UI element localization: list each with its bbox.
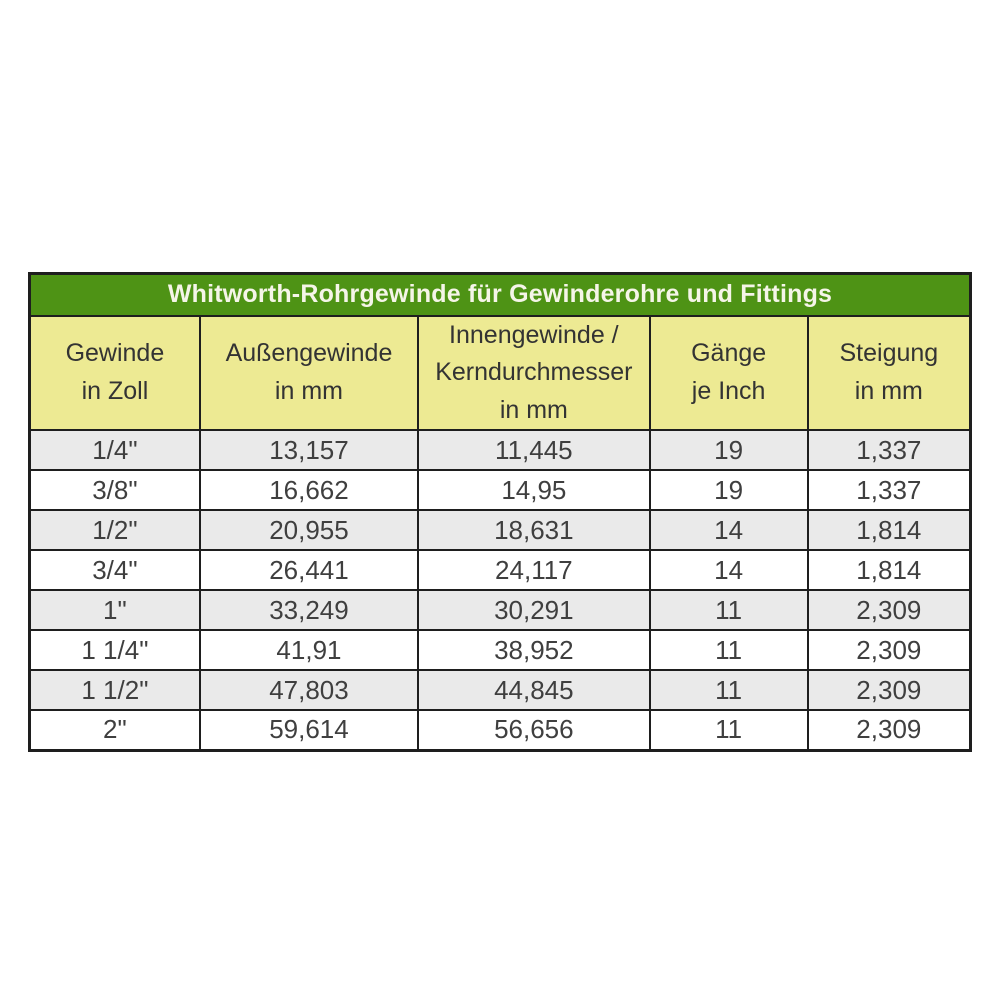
table-cell: 3/4" (28, 549, 201, 591)
table-cell: 1,337 (806, 469, 972, 511)
table-cell: 1 1/2" (28, 669, 201, 711)
table-cell: 2,309 (806, 629, 972, 671)
table-cell: 2,309 (806, 669, 972, 711)
table-header-row: Gewinde in Zoll Außengewinde in mm Innen… (28, 314, 972, 431)
table-cell: 38,952 (417, 629, 651, 671)
table-row: 1 1/2" 47,803 44,845 11 2,309 (28, 669, 972, 711)
table-cell: 1,814 (806, 549, 972, 591)
table-row: 3/4" 26,441 24,117 14 1,814 (28, 549, 972, 591)
table-cell: 44,845 (417, 669, 651, 711)
table-cell: 1 1/4" (28, 629, 201, 671)
table-cell: 24,117 (417, 549, 651, 591)
table-cell: 33,249 (198, 589, 420, 631)
table-cell: 20,955 (198, 509, 420, 551)
table-cell: 30,291 (417, 589, 651, 631)
table-cell: 14 (648, 549, 809, 591)
table-cell: 14 (648, 509, 809, 551)
table-cell: 11 (648, 589, 809, 631)
table-cell: 19 (648, 429, 809, 471)
table-cell: 11 (648, 709, 809, 751)
table-cell: 14,95 (417, 469, 651, 511)
table-row: 1/4" 13,157 11,445 19 1,337 (28, 429, 972, 471)
table-cell: 11,445 (417, 429, 651, 471)
table-cell: 16,662 (198, 469, 420, 511)
table-cell: 18,631 (417, 509, 651, 551)
table-row: 2" 59,614 56,656 11 2,309 (28, 709, 972, 751)
table-cell: 26,441 (198, 549, 420, 591)
table-cell: 11 (648, 629, 809, 671)
table-title: Whitworth-Rohrgewinde für Gewinderohre u… (28, 272, 972, 317)
whitworth-thread-table: Whitworth-Rohrgewinde für Gewinderohre u… (28, 272, 972, 752)
table-cell: 11 (648, 669, 809, 711)
column-header-aussengewinde: Außengewinde in mm (198, 314, 420, 431)
table-row: 1/2" 20,955 18,631 14 1,814 (28, 509, 972, 551)
table-row: 3/8" 16,662 14,95 19 1,337 (28, 469, 972, 511)
table-cell: 1,337 (806, 429, 972, 471)
table-cell: 41,91 (198, 629, 420, 671)
table-cell: 47,803 (198, 669, 420, 711)
table-cell: 3/8" (28, 469, 201, 511)
table-cell: 56,656 (417, 709, 651, 751)
data-table: Whitworth-Rohrgewinde für Gewinderohre u… (28, 272, 972, 752)
table-row: 1 1/4" 41,91 38,952 11 2,309 (28, 629, 972, 671)
table-cell: 2,309 (806, 709, 972, 751)
column-header-gewinde-in-zoll: Gewinde in Zoll (28, 314, 201, 431)
table-cell: 1,814 (806, 509, 972, 551)
table-cell: 13,157 (198, 429, 420, 471)
column-header-gaenge-je-inch: Gänge je Inch (648, 314, 809, 431)
table-cell: 2" (28, 709, 201, 751)
table-cell: 1/4" (28, 429, 201, 471)
table-cell: 1" (28, 589, 201, 631)
table-cell: 59,614 (198, 709, 420, 751)
column-header-innengewinde: Innengewinde / Kerndurchmesser in mm (417, 314, 651, 431)
table-row: 1" 33,249 30,291 11 2,309 (28, 589, 972, 631)
table-cell: 19 (648, 469, 809, 511)
table-cell: 1/2" (28, 509, 201, 551)
table-title-row: Whitworth-Rohrgewinde für Gewinderohre u… (28, 272, 972, 317)
column-header-steigung: Steigung in mm (806, 314, 972, 431)
table-cell: 2,309 (806, 589, 972, 631)
